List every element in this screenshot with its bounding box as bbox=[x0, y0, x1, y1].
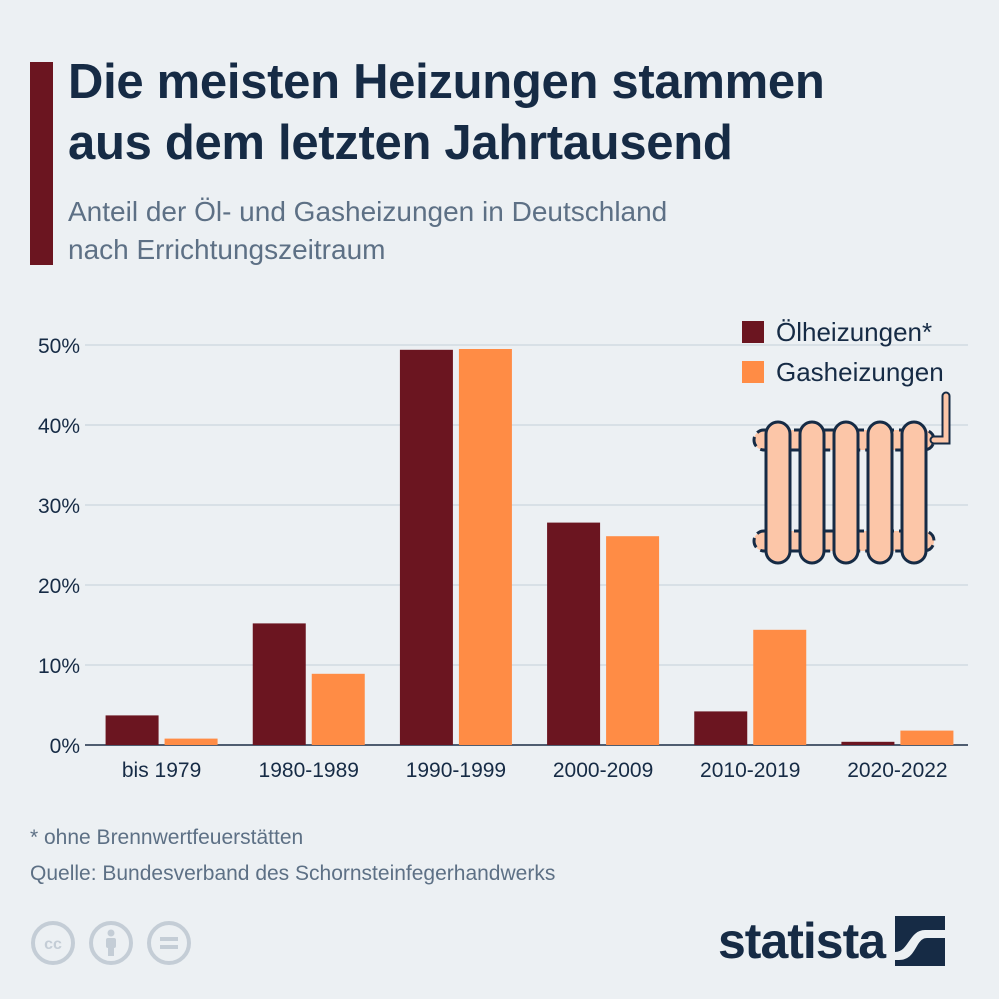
bar-gas-3 bbox=[458, 349, 512, 745]
bar-oil-5 bbox=[694, 711, 748, 745]
radiator-fin bbox=[866, 420, 894, 565]
bar-gas-5 bbox=[753, 629, 807, 745]
accent-bar bbox=[30, 62, 53, 265]
bar-oil-2 bbox=[252, 623, 306, 745]
legend-label-gas: Gasheizungen bbox=[776, 356, 944, 387]
y-tick-label: 0% bbox=[50, 735, 80, 758]
x-tick-label: 1990-1999 bbox=[406, 759, 506, 782]
y-tick-label: 40% bbox=[38, 415, 80, 438]
footnote: * ohne Brennwertfeuerstätten bbox=[30, 826, 304, 849]
bar-gas-1 bbox=[164, 738, 218, 745]
x-tick-label: 1980-1989 bbox=[259, 759, 359, 782]
x-tick-label: 2010-2019 bbox=[700, 759, 800, 782]
bar-chart: 0% 10% 20% 30% 40% 50% bis 1979 1980-1989 1990-1… bbox=[38, 335, 968, 782]
y-tick-label: 10% bbox=[38, 655, 80, 678]
radiator-pipe bbox=[931, 393, 949, 443]
x-tick-label: 2000-2009 bbox=[553, 759, 653, 782]
legend-label-oil: Ölheizungen* bbox=[776, 316, 933, 347]
subtitle-line-2: nach Errichtungszeitraum bbox=[68, 234, 386, 265]
x-tick-label: bis 1979 bbox=[122, 759, 201, 782]
bar-oil-3 bbox=[399, 349, 453, 745]
x-tick-label: 2020-2022 bbox=[847, 759, 947, 782]
brand-wordmark: statista bbox=[718, 913, 886, 969]
legend-swatch-gas bbox=[742, 361, 764, 383]
bar-oil-1 bbox=[105, 715, 159, 745]
license-icons: cc bbox=[30, 920, 192, 966]
cc-icon[interactable]: cc bbox=[30, 920, 76, 966]
radiator-fin bbox=[900, 420, 928, 565]
no-derivatives-icon[interactable] bbox=[146, 920, 192, 966]
radiator-icon bbox=[752, 391, 951, 565]
y-tick-label: 30% bbox=[38, 495, 80, 518]
radiator-fin bbox=[798, 420, 826, 565]
statista-logo-icon bbox=[895, 916, 946, 966]
page-subtitle: Anteil der Öl- und Gasheizungen in Deuts… bbox=[68, 193, 968, 269]
legend-item-oil: Ölheizungen* bbox=[742, 312, 944, 352]
page-title: Die meisten Heizungen stammen aus dem le… bbox=[68, 52, 988, 174]
bar-oil-4 bbox=[547, 522, 601, 745]
legend-item-gas: Gasheizungen bbox=[742, 352, 944, 392]
bar-oil-6 bbox=[841, 741, 895, 745]
radiator-fin bbox=[764, 420, 792, 565]
subtitle-line-1: Anteil der Öl- und Gasheizungen in Deuts… bbox=[68, 196, 668, 227]
radiator-fin bbox=[832, 420, 860, 565]
bar-gas-6 bbox=[900, 730, 954, 745]
brand: statista bbox=[718, 912, 946, 970]
bar-gas-2 bbox=[311, 673, 365, 745]
attribution-icon[interactable] bbox=[88, 920, 134, 966]
bar-gas-4 bbox=[606, 536, 660, 745]
title-line-2: aus dem letzten Jahrtausend bbox=[68, 116, 733, 170]
y-tick-label: 50% bbox=[38, 335, 80, 358]
legend-swatch-oil bbox=[742, 321, 764, 343]
chart-legend: Ölheizungen* Gasheizungen bbox=[742, 312, 944, 392]
svg-text:cc: cc bbox=[44, 936, 62, 953]
source-note: Quelle: Bundesverband des Schornsteinfeg… bbox=[30, 862, 556, 885]
title-line-1: Die meisten Heizungen stammen bbox=[68, 55, 825, 109]
y-tick-label: 20% bbox=[38, 575, 80, 598]
